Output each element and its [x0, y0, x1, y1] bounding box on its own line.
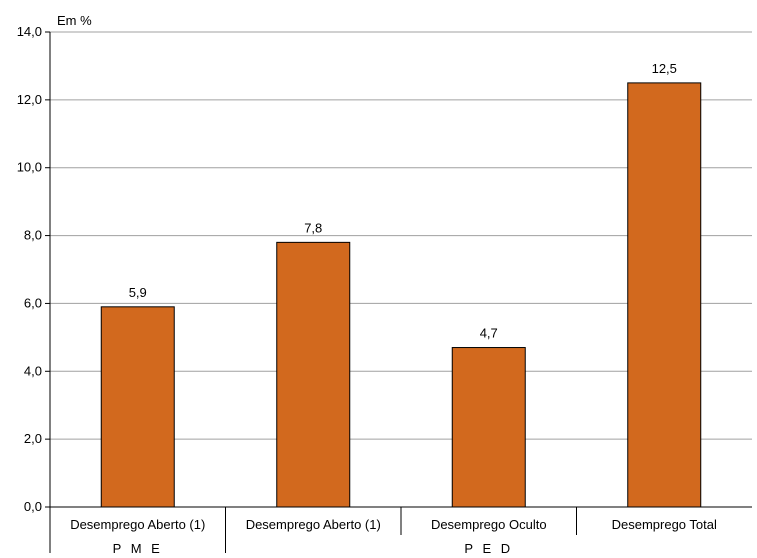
data-label: 7,8 [304, 220, 322, 235]
y-tick-label: 8,0 [24, 228, 42, 243]
data-label: 4,7 [480, 326, 498, 341]
bars [100, 82, 702, 508]
y-tick-label: 2,0 [24, 431, 42, 446]
y-tick-label: 6,0 [24, 295, 42, 310]
group-label: P E D [464, 541, 513, 556]
y-tick-label: 14,0 [17, 24, 42, 39]
data-label: 12,5 [652, 61, 677, 76]
y-tick-label: 12,0 [17, 92, 42, 107]
y-axis-ticks: 0,0 2,0 4,0 6,0 8,0 10,0 12,0 14,0 [17, 24, 50, 514]
bar [100, 306, 175, 508]
y-tick-label: 10,0 [17, 160, 42, 175]
x-category-label: Desemprego Total [612, 517, 717, 532]
y-unit-label: Em % [57, 13, 92, 28]
x-category-label: Desemprego Aberto (1) [246, 517, 381, 532]
y-tick-label: 0,0 [24, 499, 42, 514]
y-tick-label: 4,0 [24, 363, 42, 378]
group-label: P M E [113, 541, 163, 556]
category-labels: Desemprego Aberto (1) Desemprego Aberto (… [70, 507, 717, 553]
bar [276, 241, 351, 508]
bar [627, 82, 702, 508]
x-category-label: Desemprego Aberto (1) [70, 517, 205, 532]
data-labels: 5,9 7,8 4,7 12,5 [129, 61, 677, 341]
data-label: 5,9 [129, 285, 147, 300]
bar [451, 347, 526, 508]
x-category-label: Desemprego Oculto [431, 517, 547, 532]
